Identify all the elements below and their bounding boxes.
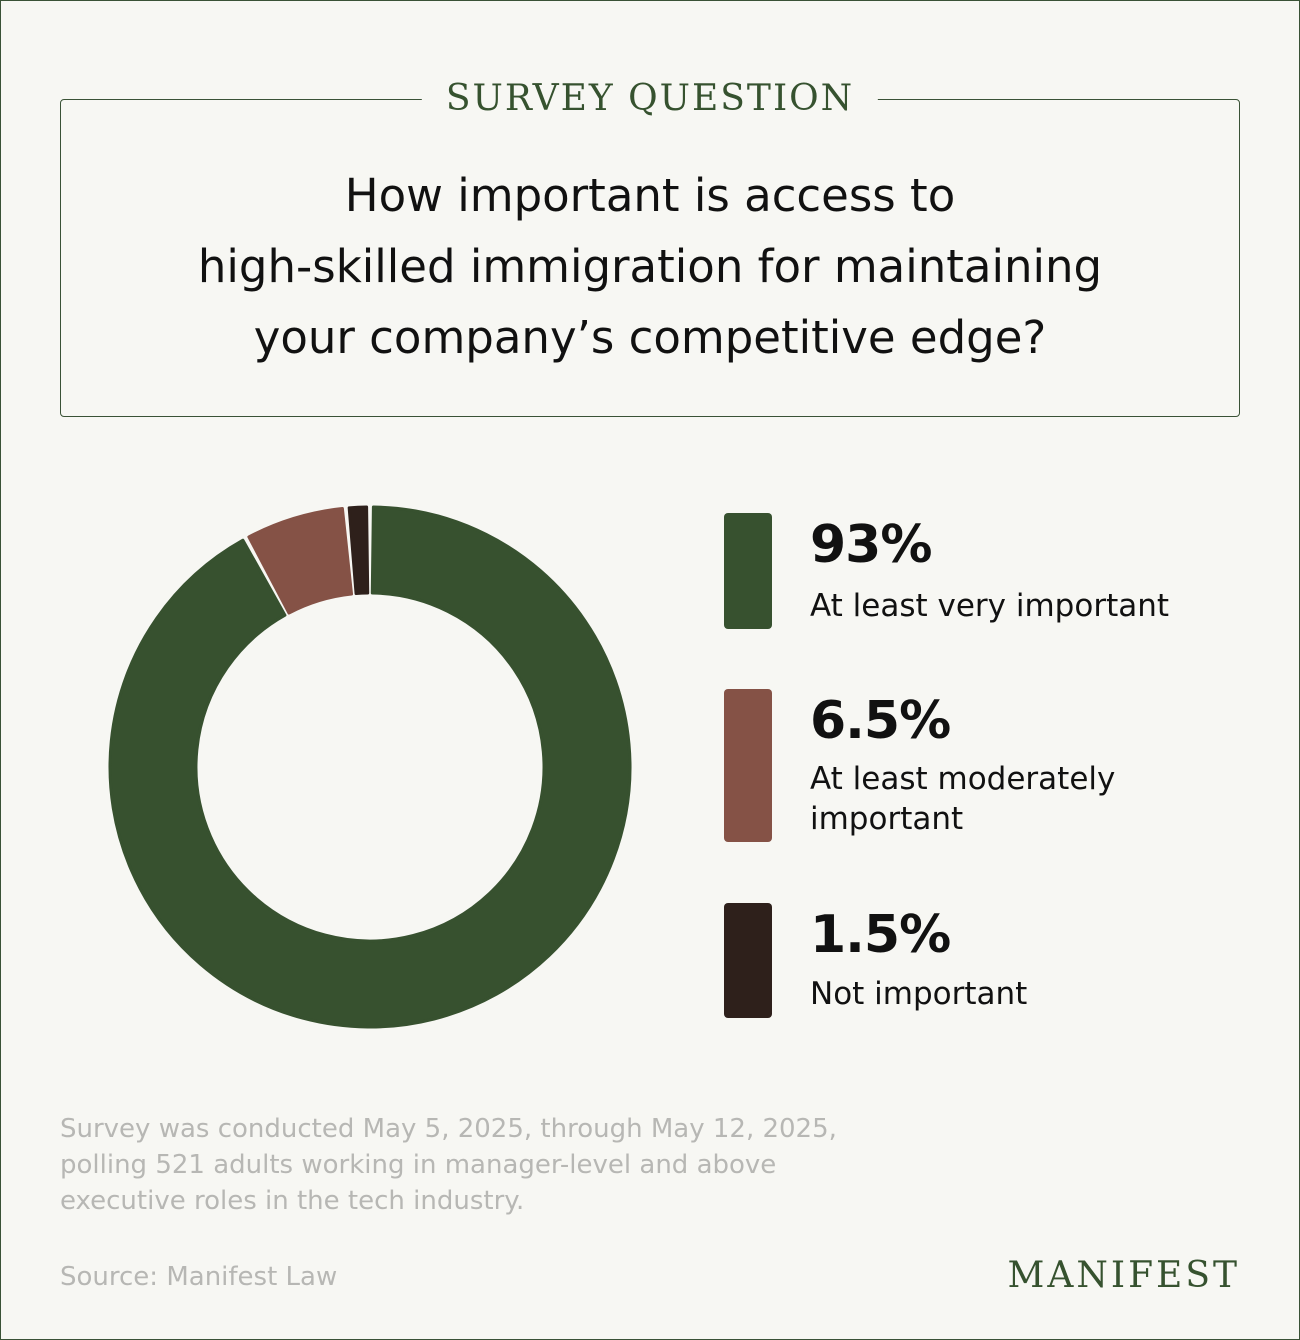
note-line: polling 521 adults working in manager-le… xyxy=(60,1150,777,1180)
legend-swatch xyxy=(724,513,772,629)
question-line: high-skilled immigration for maintaining xyxy=(197,240,1103,293)
legend-swatch xyxy=(724,689,772,842)
donut-segment-moderately-important xyxy=(247,506,354,615)
legend-value: 6.5% xyxy=(810,691,951,751)
donut-segment-not-important xyxy=(347,505,370,596)
question-line: your company’s competitive edge? xyxy=(253,311,1047,364)
manifest-logo: MANIFEST xyxy=(1007,1255,1240,1296)
note-line: Survey was conducted May 5, 2025, throug… xyxy=(60,1114,837,1144)
source-credit: Source: Manifest Law xyxy=(60,1262,338,1292)
question-line: How important is access to xyxy=(344,169,956,222)
legend-value: 1.5% xyxy=(810,905,951,965)
legend-value: 93% xyxy=(810,515,932,575)
donut-chart xyxy=(108,505,632,1029)
legend-label: At least very important xyxy=(810,588,1170,624)
methodology-note: Survey was conducted May 5, 2025, throug… xyxy=(60,1111,880,1219)
donut-segment-very-important xyxy=(108,505,632,1029)
legend-swatch xyxy=(724,903,772,1018)
legend-label: Not important xyxy=(810,976,1028,1012)
survey-question-kicker: SURVEY QUESTION xyxy=(421,78,879,119)
note-line: executive roles in the tech industry. xyxy=(60,1186,525,1216)
question-text: How important is access to high-skilled … xyxy=(60,160,1240,373)
legend-label: At least moderately important xyxy=(810,761,1116,837)
